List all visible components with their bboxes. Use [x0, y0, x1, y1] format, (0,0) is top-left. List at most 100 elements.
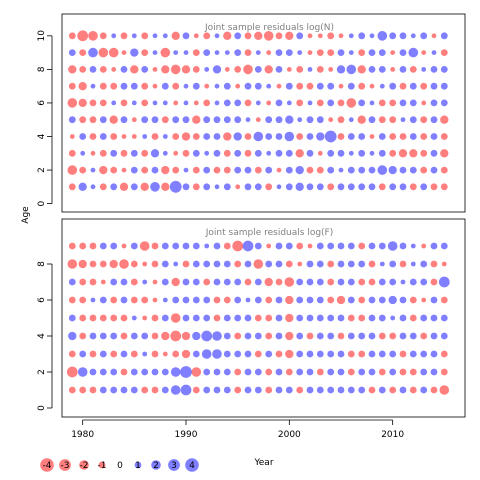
residual-bubble — [275, 368, 283, 376]
residual-bubble — [369, 100, 375, 106]
residual-bubble — [420, 260, 428, 268]
residual-bubble — [336, 65, 346, 74]
residual-bubble — [203, 314, 211, 322]
residual-bubble — [409, 66, 417, 73]
residual-bubble — [297, 117, 303, 123]
residual-bubble — [399, 82, 407, 90]
residual-bubble — [275, 133, 283, 140]
residual-bubble — [265, 183, 273, 191]
residual-bubble — [295, 165, 304, 175]
residual-bubble — [255, 100, 261, 106]
residual-bubble — [79, 49, 87, 56]
residual-bubble — [275, 314, 283, 322]
residual-bubble — [347, 368, 355, 376]
residual-bubble — [234, 66, 242, 73]
residual-bubble — [214, 100, 220, 106]
residual-bubble — [296, 332, 304, 340]
residual-bubble — [358, 82, 366, 90]
residual-bubble — [244, 32, 252, 40]
residual-bubble — [421, 67, 427, 72]
residual-bubble — [203, 386, 211, 394]
residual-bubble — [172, 350, 180, 358]
residual-bubble — [377, 165, 388, 175]
residual-bubble — [110, 386, 118, 394]
residual-bubble — [285, 368, 293, 376]
residual-bubble — [99, 116, 107, 124]
residual-bubble — [214, 33, 220, 39]
residual-bubble — [223, 314, 231, 322]
residual-bubble — [378, 183, 386, 191]
residual-bubble — [68, 116, 76, 124]
residual-bubble — [337, 116, 345, 124]
residual-bubble — [420, 133, 428, 140]
residual-bubble — [327, 386, 335, 394]
residual-bubble — [120, 332, 128, 340]
residual-bubble — [265, 133, 273, 140]
residual-bubble — [324, 130, 337, 143]
residual-bubble — [358, 278, 366, 286]
residual-bubble — [182, 314, 190, 322]
residual-bubble — [161, 331, 170, 341]
residual-bubble — [430, 166, 438, 174]
residual-bubble — [142, 261, 148, 267]
residual-bubble — [68, 314, 76, 322]
residual-bubble — [151, 166, 159, 174]
residual-bubble — [347, 350, 355, 358]
residual-bubble — [430, 66, 438, 73]
residual-bubble — [337, 49, 345, 56]
residual-bubble — [161, 260, 169, 268]
residual-bubble — [244, 386, 252, 394]
residual-bubble — [234, 350, 242, 358]
residual-bubble — [244, 314, 252, 322]
panel-frame — [61, 218, 466, 418]
residual-bubble — [170, 313, 181, 323]
residual-bubble — [223, 386, 231, 394]
residual-bubble — [203, 260, 211, 268]
residual-bubble — [368, 332, 376, 340]
residual-bubble — [254, 278, 262, 286]
residual-bubble — [316, 368, 324, 376]
residual-bubble — [408, 47, 419, 58]
residual-bubble — [192, 166, 200, 174]
residual-bubble — [265, 116, 273, 124]
residual-bubble — [244, 49, 252, 56]
residual-bubble — [327, 296, 335, 304]
residual-bubble — [275, 278, 283, 286]
y-tick-label: 2 — [37, 167, 47, 173]
residual-bubble — [141, 32, 149, 40]
residual-bubble — [234, 368, 242, 376]
residual-bubble — [276, 167, 282, 173]
residual-bubble — [79, 332, 87, 340]
residual-bubble — [151, 260, 159, 268]
residual-bubble — [327, 166, 335, 174]
residual-bubble — [99, 82, 107, 90]
residual-bubble — [68, 32, 76, 40]
residual-bubble — [69, 134, 75, 139]
residual-bubble — [409, 82, 417, 90]
residual-bubble — [151, 133, 159, 140]
residual-bubble — [141, 368, 149, 376]
residual-bubble — [203, 116, 211, 124]
residual-bubble — [79, 166, 87, 174]
legend-bubble — [59, 459, 71, 471]
residual-bubble — [212, 65, 222, 74]
residual-bubble — [254, 296, 262, 304]
residual-bubble — [142, 279, 148, 285]
residual-bubble — [110, 368, 118, 376]
residual-bubble — [234, 278, 242, 286]
residual-bubble — [110, 314, 118, 322]
residual-bubble — [369, 83, 375, 89]
residual-bubble — [223, 166, 231, 174]
residual-bubble — [89, 278, 97, 286]
residual-bubble — [130, 166, 138, 174]
residual-bubble — [286, 100, 292, 106]
residual-bubble — [438, 276, 450, 288]
panel-title: Joint sample residuals log(F) — [205, 228, 333, 238]
residual-bubble — [409, 116, 417, 124]
residual-bubble — [389, 133, 397, 140]
residual-bubble — [161, 386, 169, 394]
residual-bubble — [254, 149, 262, 157]
legend-bubble — [98, 461, 106, 469]
residual-bubble — [266, 150, 272, 156]
residual-bubble — [111, 100, 117, 106]
